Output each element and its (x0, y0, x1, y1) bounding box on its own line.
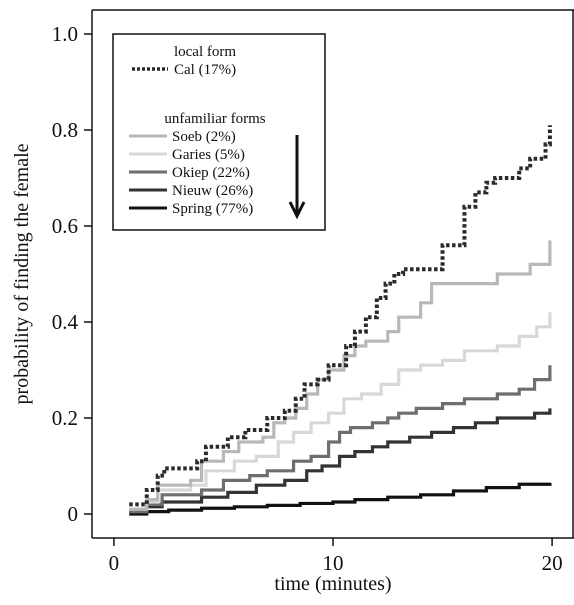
legend: local form unfamiliar forms Cal (17%) Soe… (112, 33, 326, 231)
y-tick-label: 1.0 (52, 22, 78, 46)
series-line-spring (129, 482, 552, 516)
down-arrow-icon (288, 135, 306, 220)
y-tick-label: 0.2 (52, 406, 78, 430)
legend-unfamiliar-heading: unfamiliar forms (164, 111, 265, 127)
x-axis-label: time (minutes) (274, 573, 391, 595)
x-tick-label: 20 (542, 551, 563, 575)
legend-local-heading: local form (174, 44, 236, 60)
legend-label: Okiep (22%) (172, 165, 250, 181)
series-lines (129, 125, 552, 516)
legend-label: Nieuw (26%) (172, 183, 253, 199)
legend-label: Cal (17%) (174, 62, 236, 78)
tick-marks: 0 10 20 0 0.2 0.4 0.6 0.8 1.0 (52, 22, 563, 575)
y-tick-label: 0.6 (52, 214, 78, 238)
x-tick-label: 10 (323, 551, 344, 575)
y-tick-label: 0.8 (52, 118, 78, 142)
y-tick-label: 0.4 (52, 310, 79, 334)
x-tick-label: 0 (109, 551, 120, 575)
legend-box (112, 33, 326, 231)
y-axis-label: probability of finding the female (11, 143, 33, 404)
legend-label: Soeb (2%) (172, 129, 236, 145)
series-line-nieuw (129, 408, 552, 514)
legend-label: Garies (5%) (172, 147, 245, 163)
series-line-okiep (129, 365, 552, 514)
legend-label: Spring (77%) (172, 201, 253, 217)
legend-entries: Cal (17%) Soeb (2%) Garies (5%) Okiep (22%)… (129, 62, 253, 217)
series-line-garies (129, 312, 552, 511)
y-tick-label: 0 (68, 502, 79, 526)
series-line-cal (129, 125, 552, 507)
